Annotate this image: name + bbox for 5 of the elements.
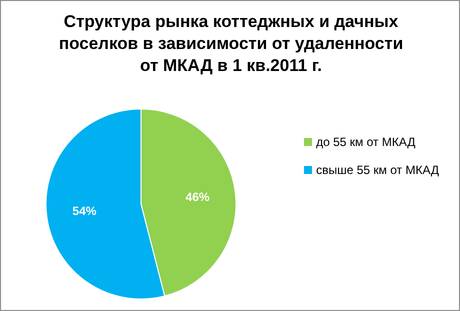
data-label: 54% [72,204,97,218]
legend-label: свыше 55 км от МКАД [316,162,439,176]
chart-title: Структура рынка коттеджных и дачных поселков в зависимости от удаленности от МКАД в 1 кв.2011 г. [58,11,404,77]
data-label: 46% [186,190,210,204]
legend-label: до 55 км от МКАД [316,134,416,148]
